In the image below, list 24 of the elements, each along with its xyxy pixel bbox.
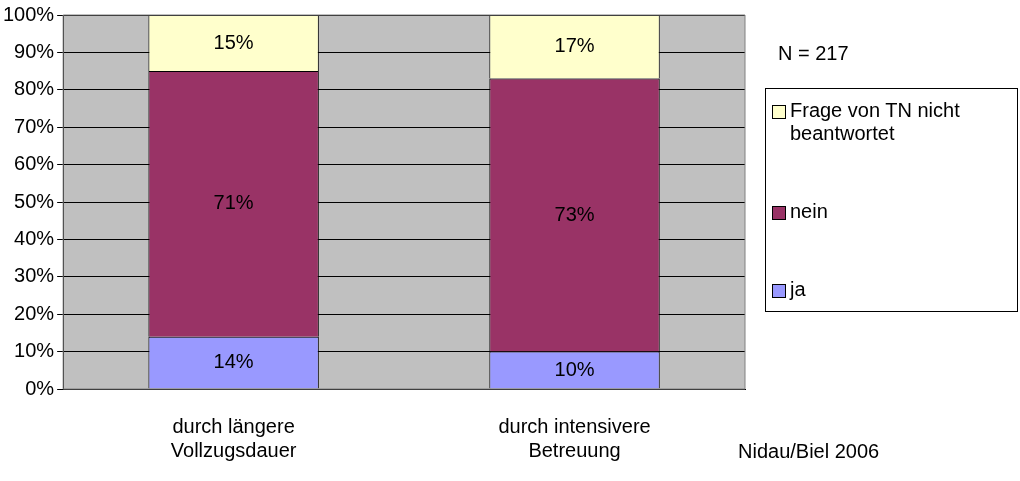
- y-tick-label: 80%: [14, 77, 55, 100]
- x-tick-label: durch längere Vollzugsdauer: [170, 414, 297, 461]
- data-label: 71%: [213, 191, 254, 214]
- data-label: 10%: [554, 357, 595, 380]
- data-label: 17%: [554, 34, 595, 57]
- data-label: 15%: [213, 30, 254, 53]
- legend-label: Frage von TN nicht beantwortet: [790, 99, 961, 145]
- y-tick-label: 60%: [14, 152, 55, 175]
- y-tick-label: 20%: [14, 301, 55, 324]
- y-tick-label: 40%: [14, 226, 55, 249]
- text: Nidau/Biel 2006: [738, 440, 880, 463]
- data-label: 14%: [213, 350, 254, 373]
- legend-label: ja: [790, 278, 806, 301]
- y-tick-label: 70%: [14, 114, 55, 137]
- x-tick-label: durch intensivere Betreuung: [498, 414, 651, 461]
- y-tick-label: 30%: [14, 264, 55, 287]
- y-tick-label: 10%: [14, 339, 55, 362]
- y-tick-label: 90%: [14, 39, 55, 62]
- text: N = 217: [778, 42, 849, 65]
- legend-label: nein: [790, 200, 828, 223]
- y-tick-label: 50%: [14, 189, 55, 212]
- y-tick-label: 100%: [3, 2, 55, 25]
- y-tick-label: 0%: [25, 376, 55, 399]
- data-label: 73%: [554, 202, 595, 225]
